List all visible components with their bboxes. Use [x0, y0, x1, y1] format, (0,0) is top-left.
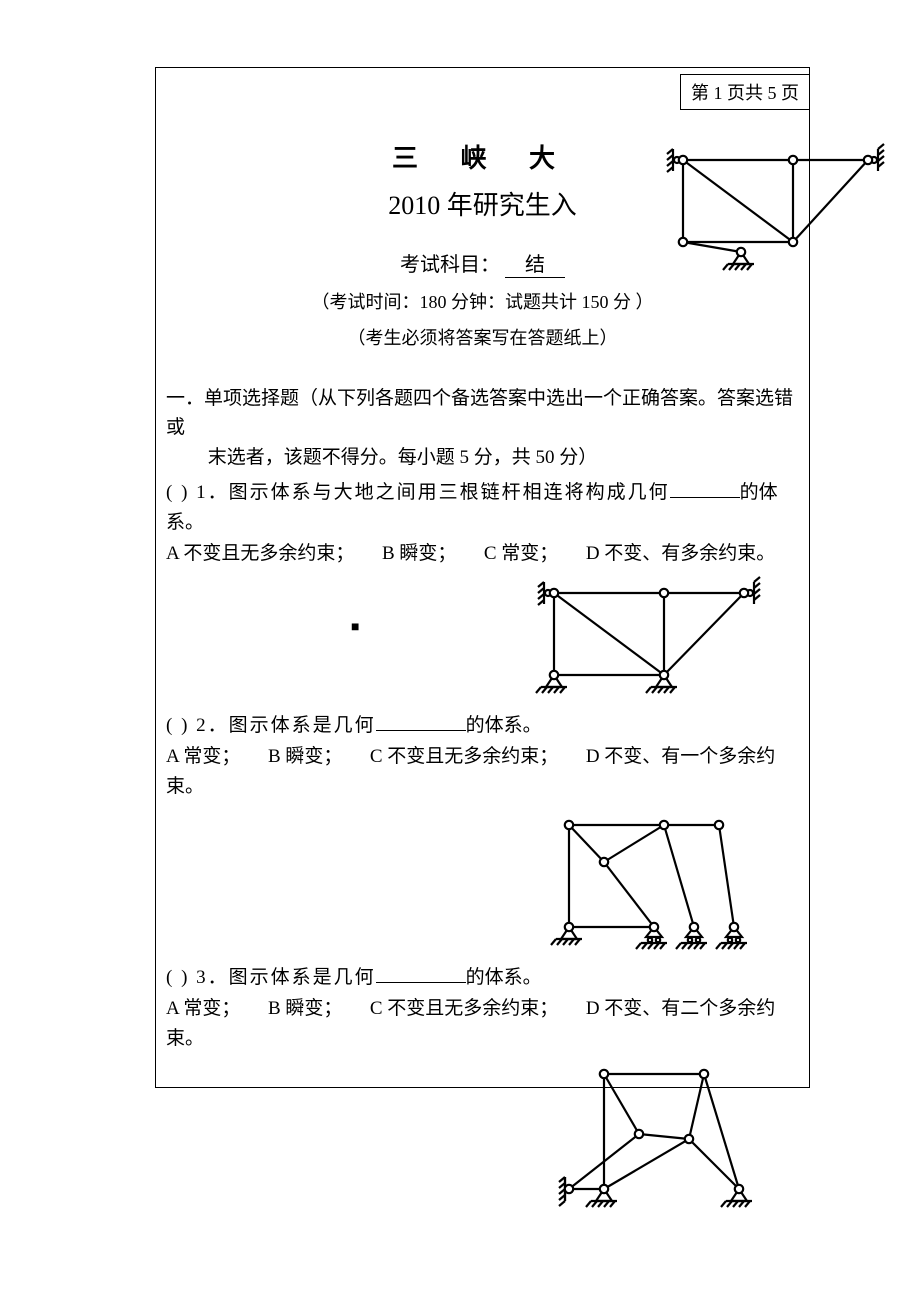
subject-value: 结 [505, 248, 565, 278]
q2: ( ) 2．图示体系是几何 的体系。 [166, 711, 799, 740]
figure-top [663, 142, 895, 272]
body: 一．单项选择题（从下列各题四个备选答案中选出一个正确答案。答案选错或 末选者，该… [156, 384, 809, 1219]
q3-optB: B 瞬变； [268, 998, 342, 1019]
q3-optA: A 常变； [166, 998, 240, 1019]
q2-optA: A 常变； [166, 746, 240, 767]
q2-stem: ( ) 2．图示体系是几何 [166, 715, 376, 736]
meta-note: （考生必须将答案写在答题纸上） [156, 324, 809, 350]
page-number-box: 第 1 页共 5 页 [680, 74, 810, 110]
dot-marker: ■ [351, 620, 359, 636]
q3-tail: 的体系。 [466, 967, 542, 988]
meta-time: （考试时间：180 分钟：试题共计 150 分 ） [156, 288, 809, 314]
section-1-line1: 一．单项选择题（从下列各题四个备选答案中选出一个正确答案。答案选错或 [166, 388, 793, 438]
q3-blank [376, 963, 466, 983]
q1: ( ) 1．图示体系与大地之间用三根链杆相连将构成几何的体系。 [166, 478, 799, 537]
page: 第 1 页共 5 页 三 峡 大 2010 年研究生入 考试科目： 结 （考试时… [0, 0, 920, 1302]
q2-blank [376, 711, 466, 731]
section-1-line2: 末选者，该题不得分。每小题 5 分，共 50 分） [208, 443, 598, 472]
q3-options: A 常变； B 瞬变； C 不变且无多余约束； D 不变、有二个多余约束。 [166, 994, 799, 1053]
page-number: 第 1 页共 5 页 [691, 83, 799, 103]
q1-stem: ( ) 1．图示体系与大地之间用三根链杆相连将构成几何 [166, 482, 670, 503]
q2-options: A 常变； B 瞬变； C 不变且无多余约束； D 不变、有一个多余约束。 [166, 742, 799, 801]
figure-q3 [539, 1059, 769, 1219]
q1-optB: B 瞬变； [382, 543, 456, 564]
figure-q2 [539, 807, 759, 957]
q3-optC: C 不变且无多余约束； [370, 998, 558, 1019]
figure-q1 [529, 575, 769, 705]
q1-options: A 不变且无多余约束； B 瞬变； C 常变； D 不变、有多余约束。 [166, 539, 799, 568]
q2-tail: 的体系。 [466, 715, 542, 736]
section-1-head: 一．单项选择题（从下列各题四个备选答案中选出一个正确答案。答案选错或 末选者，该… [166, 384, 799, 472]
q3-stem: ( ) 3．图示体系是几何 [166, 967, 376, 988]
q2-optC: C 不变且无多余约束； [370, 746, 558, 767]
q1-optD: D 不变、有多余约束。 [586, 543, 775, 564]
q2-optB: B 瞬变； [268, 746, 342, 767]
q1-blank [670, 478, 740, 498]
q3: ( ) 3．图示体系是几何 的体系。 [166, 963, 799, 992]
content-frame: 三 峡 大 2010 年研究生入 考试科目： 结 （考试时间：180 分钟：试题… [155, 67, 810, 1088]
q1-optC: C 常变； [484, 543, 558, 564]
subject-label: 考试科目： [400, 254, 500, 276]
q1-optA: A 不变且无多余约束； [166, 543, 354, 564]
